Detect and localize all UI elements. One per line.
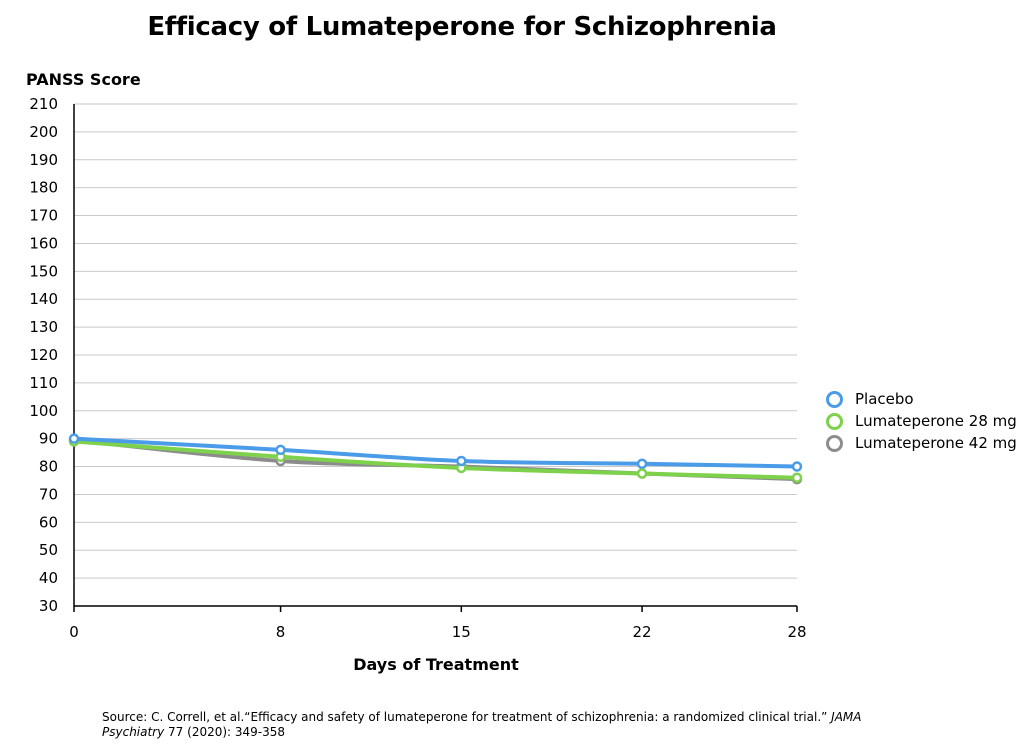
y-tick-label: 100 (29, 402, 58, 420)
source-journal: JAMA Psychiatry (102, 710, 862, 739)
legend-label: Lumateperone 28 mg (855, 412, 1017, 430)
chart-title: Efficacy of Lumateperone for Schizophren… (147, 12, 777, 42)
data-point-placebo (275, 444, 286, 456)
legend-item-lumateperone-28-mg: Lumateperone 28 mg (823, 410, 1017, 432)
y-tick-label: 170 (29, 207, 58, 225)
y-tick-label: 110 (29, 374, 58, 392)
y-tick-label: 30 (39, 597, 58, 615)
y-tick-label: 40 (39, 569, 58, 587)
y-tick-label: 140 (29, 290, 58, 308)
tick-labels: 3040506070809010011012013014015016017018… (29, 95, 806, 641)
y-axis-label: PANSS Score (26, 70, 141, 89)
y-tick-label: 70 (39, 485, 58, 503)
y-tick-label: 60 (39, 513, 58, 531)
y-tick-label: 200 (29, 123, 58, 141)
data-point-placebo (68, 433, 80, 444)
y-tick-label: 80 (39, 458, 58, 476)
y-tick-label: 130 (29, 318, 58, 336)
data-point-lumateperone-28-mg (636, 468, 648, 479)
x-axis-label: Days of Treatment (353, 655, 519, 674)
y-tick-label: 190 (29, 151, 58, 169)
y-tick-label: 120 (29, 346, 58, 364)
x-tick-label: 28 (787, 623, 806, 641)
legend-item-placebo: Placebo (823, 388, 1017, 410)
legend: Placebo Lumateperone 28 mg Lumateperone 42… (823, 388, 1017, 454)
series-lines (68, 433, 803, 485)
legend-label: Lumateperone 42 mg (855, 434, 1017, 452)
data-point-lumateperone-28-mg (791, 472, 803, 483)
data-point-placebo (791, 461, 803, 472)
y-tick-label: 160 (29, 234, 58, 252)
legend-swatch (826, 390, 843, 408)
y-tick-label: 210 (29, 95, 58, 113)
y-tick-label: 180 (29, 179, 58, 197)
x-tick-label: 8 (276, 623, 286, 641)
y-tick-label: 50 (39, 541, 58, 559)
legend-item-lumateperone-42-mg: Lumateperone 42 mg (823, 432, 1017, 454)
source-citation: Source: C. Correll, et al.“Efficacy and … (102, 710, 902, 740)
gridlines (74, 103, 797, 579)
x-tick-label: 0 (69, 623, 79, 641)
axes (73, 104, 798, 612)
legend-swatch (826, 434, 843, 452)
source-suffix: 77 (2020): 349-358 (164, 725, 286, 739)
data-point-placebo (636, 458, 648, 470)
y-tick-label: 90 (39, 430, 58, 448)
legend-swatch (826, 412, 843, 430)
y-tick-label: 150 (29, 262, 58, 280)
x-tick-label: 22 (633, 623, 652, 641)
source-prefix: Source: C. Correll, et al.“Efficacy and … (102, 710, 832, 724)
legend-label: Placebo (855, 390, 914, 408)
x-tick-label: 15 (452, 623, 471, 641)
data-point-placebo (456, 455, 467, 467)
